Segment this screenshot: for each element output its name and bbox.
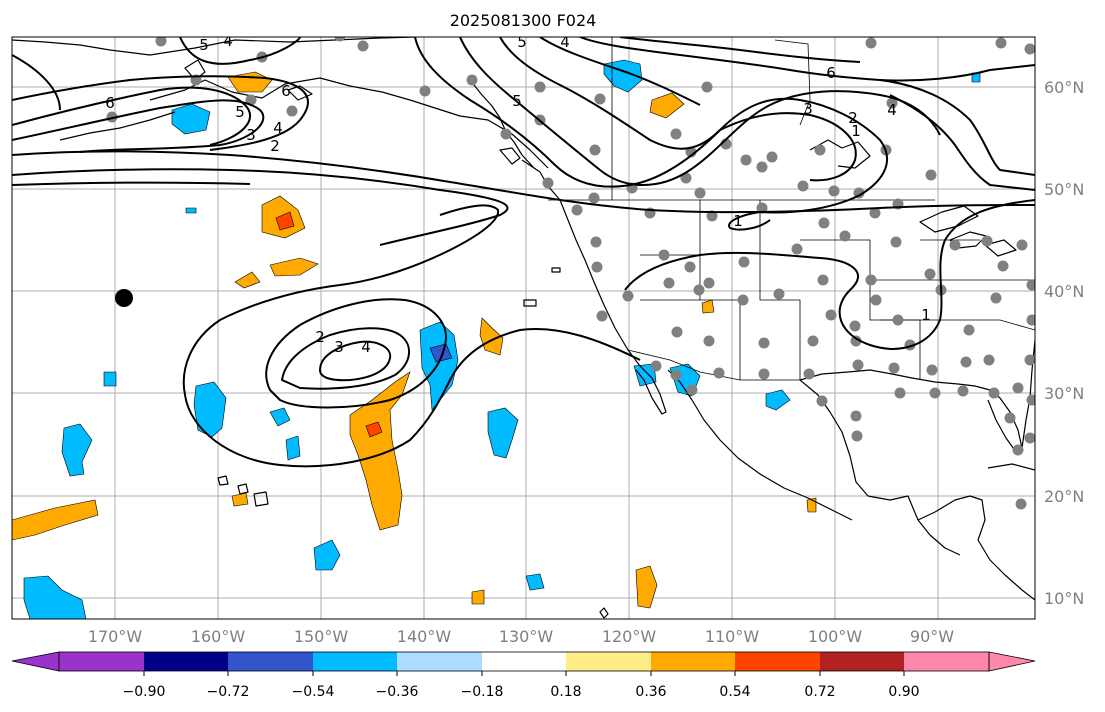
contour-lines	[12, 37, 1035, 468]
negative-patch	[419, 321, 459, 411]
lon-label: 90°W	[910, 627, 954, 646]
colorbar-segment	[228, 652, 313, 671]
lon-label: 150°W	[294, 627, 349, 646]
lat-label: 60°N	[1044, 78, 1084, 97]
negative-patch	[765, 389, 791, 411]
contour-label: 3	[803, 100, 813, 118]
contour-label: 2	[270, 137, 280, 155]
colorbar-tick-label: −0.18	[461, 684, 504, 700]
colorbar-arrow-left	[11, 651, 60, 672]
colorbar-tick-label: −0.90	[123, 684, 166, 700]
contour-label: 3	[334, 338, 344, 356]
colorbar-segment	[482, 652, 566, 671]
negative-patch	[23, 575, 87, 619]
negative-patch	[313, 539, 341, 571]
colorbar-tick-label: −0.36	[376, 684, 419, 700]
contour-label: 1	[851, 122, 861, 140]
negative-patch	[633, 363, 657, 387]
colorbar-segment	[651, 652, 735, 671]
contour-label: 6	[105, 94, 115, 112]
contour-label: 1	[733, 212, 743, 230]
anomaly-shading	[12, 59, 981, 619]
lon-label: 170°W	[88, 627, 143, 646]
lat-label: 50°N	[1044, 180, 1084, 199]
contour-label: 2	[315, 328, 325, 346]
colorbar-tick-label: 0.90	[888, 684, 919, 700]
contour-label: 5	[199, 36, 209, 54]
positive-patch	[349, 371, 411, 531]
colorbar-segment	[904, 652, 989, 671]
negative-patch	[61, 423, 93, 477]
contour-label: 4	[887, 101, 897, 119]
colorbar-arrow-right	[988, 651, 1036, 672]
coastlines	[12, 37, 1035, 619]
positive-patch	[479, 317, 504, 356]
colorbar-segment	[59, 652, 144, 671]
colorbar-segment	[735, 652, 820, 671]
contour-label: 4	[273, 119, 283, 137]
colorbar-tick-label: 0.54	[719, 684, 750, 700]
positive-patch	[12, 499, 99, 541]
colorbar-segment	[397, 652, 482, 671]
positive-patch	[649, 92, 685, 119]
colorbar-tick-label: 0.18	[550, 684, 581, 700]
contour-label: 4	[361, 338, 371, 356]
colorbar: −0.90 −0.72 −0.54 −0.36 −0.18 0.18 0.36 …	[11, 651, 1036, 700]
contour-label: 5	[517, 33, 527, 51]
lat-label: 10°N	[1044, 589, 1084, 608]
colorbar-segment	[144, 652, 228, 671]
contour-label: 5	[235, 103, 245, 121]
latitude-labels: 60°N 50°N 40°N 30°N 20°N 10°N	[1044, 78, 1084, 608]
lat-label: 40°N	[1044, 282, 1084, 301]
map-panel: 4 5 3 2 6 5 4 1 1 1 2 3 4 6 4 3 2 5 6 5 …	[12, 32, 1035, 619]
contour-label: 6	[281, 82, 291, 100]
colorbar-tick-label: 0.72	[804, 684, 835, 700]
lon-label: 130°W	[499, 627, 554, 646]
map-frame	[11, 36, 1036, 620]
lat-label: 30°N	[1044, 384, 1084, 403]
positive-core	[275, 211, 295, 231]
positive-patch	[635, 565, 658, 609]
positive-patch	[234, 271, 261, 289]
station-markers	[106, 37, 1035, 510]
plot-title: 2025081300 F024	[450, 11, 597, 30]
positive-patch	[269, 257, 319, 277]
contour-label: 1	[921, 306, 931, 324]
colorbar-tick-label: −0.54	[292, 684, 335, 700]
lat-label: 20°N	[1044, 487, 1084, 506]
longitude-labels: 170°W 160°W 150°W 140°W 130°W 120°W 110°…	[88, 627, 954, 646]
negative-patch	[525, 573, 545, 591]
contour-label: 3	[246, 126, 256, 144]
gridlines	[12, 37, 1035, 619]
positive-core	[365, 421, 383, 438]
contour-label: 5	[512, 92, 522, 110]
negative-patch	[193, 381, 227, 438]
negative-patch	[285, 435, 301, 461]
colorbar-segment	[566, 652, 651, 671]
negative-core	[429, 343, 453, 363]
contour-label: 6	[826, 64, 836, 82]
lon-label: 140°W	[397, 627, 452, 646]
lon-label: 120°W	[602, 627, 657, 646]
positive-patch	[701, 299, 715, 314]
negative-patch	[487, 407, 519, 459]
colorbar-tick-label: 0.36	[635, 684, 666, 700]
point-marker	[115, 289, 133, 307]
contour-label-group: 4 5 3 2 6 5 4 1 1 1 2 3 4 6 4 3 2 5 6 5 …	[105, 32, 931, 356]
colorbar-segment	[313, 652, 397, 671]
lon-label: 100°W	[808, 627, 863, 646]
colorbar-segment	[820, 652, 904, 671]
negative-patch	[269, 407, 291, 427]
lon-label: 110°W	[705, 627, 760, 646]
colorbar-tick-label: −0.72	[207, 684, 250, 700]
lon-label: 160°W	[191, 627, 246, 646]
contour-label: 4	[560, 33, 570, 51]
contour-label: 4	[223, 32, 233, 50]
contour-label: 2	[848, 109, 858, 127]
negative-patch	[103, 371, 117, 387]
positive-patch	[471, 589, 485, 605]
negative-patch	[185, 207, 197, 214]
